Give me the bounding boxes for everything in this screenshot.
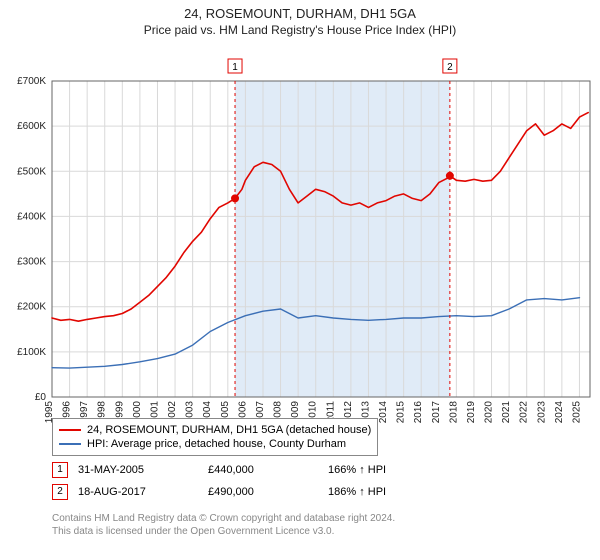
svg-text:2: 2 [447, 62, 453, 73]
price-chart: £0£100K£200K£300K£400K£500K£600K£700K199… [0, 37, 600, 437]
svg-text:£200K: £200K [17, 302, 46, 313]
svg-text:£700K: £700K [17, 76, 46, 87]
legend-item: HPI: Average price, detached house, Coun… [59, 437, 371, 451]
sale-row: 1 31-MAY-2005£440,000166% ↑ HPI [52, 462, 448, 478]
svg-text:2016: 2016 [413, 401, 424, 424]
svg-text:2020: 2020 [484, 401, 495, 424]
svg-text:£100K: £100K [17, 347, 46, 358]
svg-text:£600K: £600K [17, 121, 46, 132]
svg-text:2018: 2018 [448, 401, 459, 424]
sale-marker-box: 2 [52, 484, 68, 500]
svg-text:1: 1 [232, 62, 238, 73]
svg-text:2025: 2025 [571, 401, 582, 424]
sale-date: 18-AUG-2017 [78, 486, 208, 498]
sale-date: 31-MAY-2005 [78, 464, 208, 476]
svg-text:£300K: £300K [17, 257, 46, 268]
sale-hpi: 166% ↑ HPI [328, 464, 448, 476]
attribution-line-1: Contains HM Land Registry data © Crown c… [52, 512, 395, 525]
legend-label: 24, ROSEMOUNT, DURHAM, DH1 5GA (detached… [87, 424, 371, 436]
page-title: 24, ROSEMOUNT, DURHAM, DH1 5GA [0, 0, 600, 21]
attribution-line-2: This data is licensed under the Open Gov… [52, 525, 395, 538]
svg-text:2015: 2015 [396, 401, 407, 424]
svg-text:2024: 2024 [554, 401, 565, 424]
legend-item: 24, ROSEMOUNT, DURHAM, DH1 5GA (detached… [59, 423, 371, 437]
svg-text:2017: 2017 [431, 401, 442, 424]
page-subtitle: Price paid vs. HM Land Registry's House … [0, 21, 600, 37]
sale-hpi: 186% ↑ HPI [328, 486, 448, 498]
svg-text:2021: 2021 [501, 401, 512, 424]
legend-swatch [59, 443, 81, 445]
svg-text:2023: 2023 [536, 401, 547, 424]
svg-text:2014: 2014 [378, 401, 389, 424]
svg-text:£500K: £500K [17, 166, 46, 177]
svg-text:£400K: £400K [17, 211, 46, 222]
svg-text:2022: 2022 [519, 401, 530, 424]
chart-legend: 24, ROSEMOUNT, DURHAM, DH1 5GA (detached… [52, 418, 378, 456]
sale-price: £440,000 [208, 464, 328, 476]
sale-marker-box: 1 [52, 462, 68, 478]
svg-text:2019: 2019 [466, 401, 477, 424]
attribution-text: Contains HM Land Registry data © Crown c… [52, 512, 395, 538]
legend-swatch [59, 429, 81, 431]
sale-price: £490,000 [208, 486, 328, 498]
sale-row: 2 18-AUG-2017£490,000186% ↑ HPI [52, 484, 448, 500]
legend-label: HPI: Average price, detached house, Coun… [87, 438, 346, 450]
